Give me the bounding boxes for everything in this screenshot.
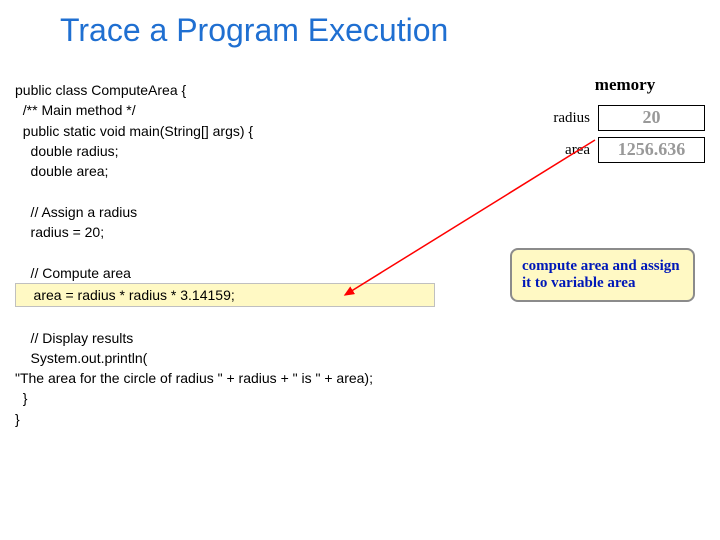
memory-row: area 1256.636 bbox=[540, 137, 710, 163]
code-line: public static void main(String[] args) { bbox=[15, 123, 253, 139]
memory-cell: 1256.636 bbox=[598, 137, 705, 163]
code-line: } bbox=[15, 390, 27, 406]
slide-title: Trace a Program Execution bbox=[60, 12, 448, 49]
code-line: radius = 20; bbox=[15, 224, 104, 240]
code-block: public class ComputeArea { /** Main meth… bbox=[15, 80, 435, 429]
callout-box: compute area and assign it to variable a… bbox=[510, 248, 695, 302]
highlighted-code-line: area = radius * radius * 3.14159; bbox=[15, 283, 435, 307]
code-line: double radius; bbox=[15, 143, 119, 159]
code-line: /** Main method */ bbox=[15, 102, 136, 118]
code-line: // Assign a radius bbox=[15, 204, 137, 220]
code-line: System.out.println( bbox=[15, 350, 147, 366]
memory-label: area bbox=[540, 142, 598, 159]
code-line: double area; bbox=[15, 163, 108, 179]
memory-cell: 20 bbox=[598, 105, 705, 131]
code-line: // Compute area bbox=[15, 265, 131, 281]
memory-section: memory radius 20 area 1256.636 bbox=[540, 75, 710, 169]
memory-heading: memory bbox=[540, 75, 710, 95]
code-line: } bbox=[15, 411, 20, 427]
memory-label: radius bbox=[540, 110, 598, 127]
memory-row: radius 20 bbox=[540, 105, 710, 131]
code-line: "The area for the circle of radius " + r… bbox=[15, 370, 373, 386]
code-line: public class ComputeArea { bbox=[15, 82, 186, 98]
code-line: // Display results bbox=[15, 330, 133, 346]
